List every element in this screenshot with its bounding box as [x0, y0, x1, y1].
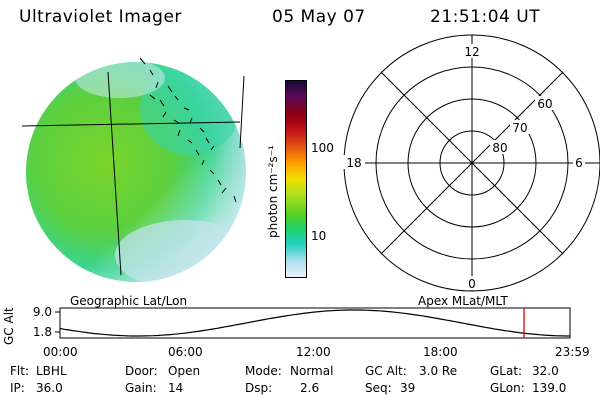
orbit-xtick-0600: 06:00	[168, 345, 203, 359]
orbit-plot: 9.0 1.8	[33, 305, 571, 339]
flt-label: Flt:	[10, 364, 29, 378]
orbit-altitude-curve	[59, 309, 570, 337]
glon-label: GLon:	[490, 381, 525, 395]
orbit-plot-frame	[59, 307, 571, 339]
coastline	[139, 57, 237, 203]
orbit-xtick-2359: 23:59	[555, 345, 590, 359]
polar-grid	[343, 34, 600, 292]
seq-value: 39	[400, 381, 416, 395]
seq-label: Seq:	[365, 381, 392, 395]
mlt-18-label: 18	[346, 156, 361, 170]
limb-line	[239, 75, 245, 149]
dsp-label: Dsp:	[245, 381, 273, 395]
ip-label: IP:	[10, 381, 25, 395]
ip-value: 36.0	[36, 381, 63, 395]
flt-value: LBHL	[36, 364, 67, 378]
orbit-xtick-1800: 18:00	[423, 345, 458, 359]
mode-value: Normal	[290, 364, 334, 378]
orbit-xtick-1200: 12:00	[296, 345, 331, 359]
orbit-ylabel: GC Alt	[2, 307, 16, 345]
orbit-ytick-9: 9.0	[33, 305, 52, 319]
lat-70-label: 70	[512, 121, 527, 135]
colorbar-unit-label: photon cm⁻²s⁻¹	[266, 145, 280, 238]
instrument-title: Ultraviolet Imager	[19, 7, 182, 27]
dsp-value: 2.6	[300, 381, 320, 395]
mlt-6-label: 6	[575, 156, 583, 170]
colorbar-tick-100: 100	[311, 141, 334, 155]
gcalt-value: 3.0 Re	[419, 364, 458, 378]
glon-value: 139.0	[532, 381, 567, 395]
gain-label: Gain:	[125, 381, 157, 395]
glat-value: 32.0	[532, 364, 559, 378]
glat-label: GLat:	[490, 364, 523, 378]
door-label: Door:	[125, 364, 158, 378]
mlt-12-label: 12	[464, 45, 479, 59]
apex-label: Apex MLat/MLT	[418, 294, 508, 308]
colorbar-tick-10: 10	[311, 229, 327, 243]
geographic-label: Geographic Lat/Lon	[70, 294, 188, 308]
gain-value: 14	[168, 381, 184, 395]
orbit-ytick-1.8: 1.8	[33, 325, 52, 339]
time-label: 21:51:04 UT	[430, 7, 541, 27]
mlt-0-label: 0	[468, 277, 476, 291]
gcalt-label: GC Alt:	[365, 364, 407, 378]
lat-60-label: 60	[537, 97, 552, 111]
mode-label: Mode:	[245, 364, 282, 378]
meridian-line	[107, 71, 122, 276]
lat-80-label: 80	[492, 141, 507, 155]
door-value: Open	[168, 364, 201, 378]
colorbar	[285, 80, 307, 278]
date-label: 05 May 07	[272, 7, 366, 27]
latitude-line	[21, 121, 241, 127]
orbit-xtick-0000: 00:00	[43, 345, 78, 359]
